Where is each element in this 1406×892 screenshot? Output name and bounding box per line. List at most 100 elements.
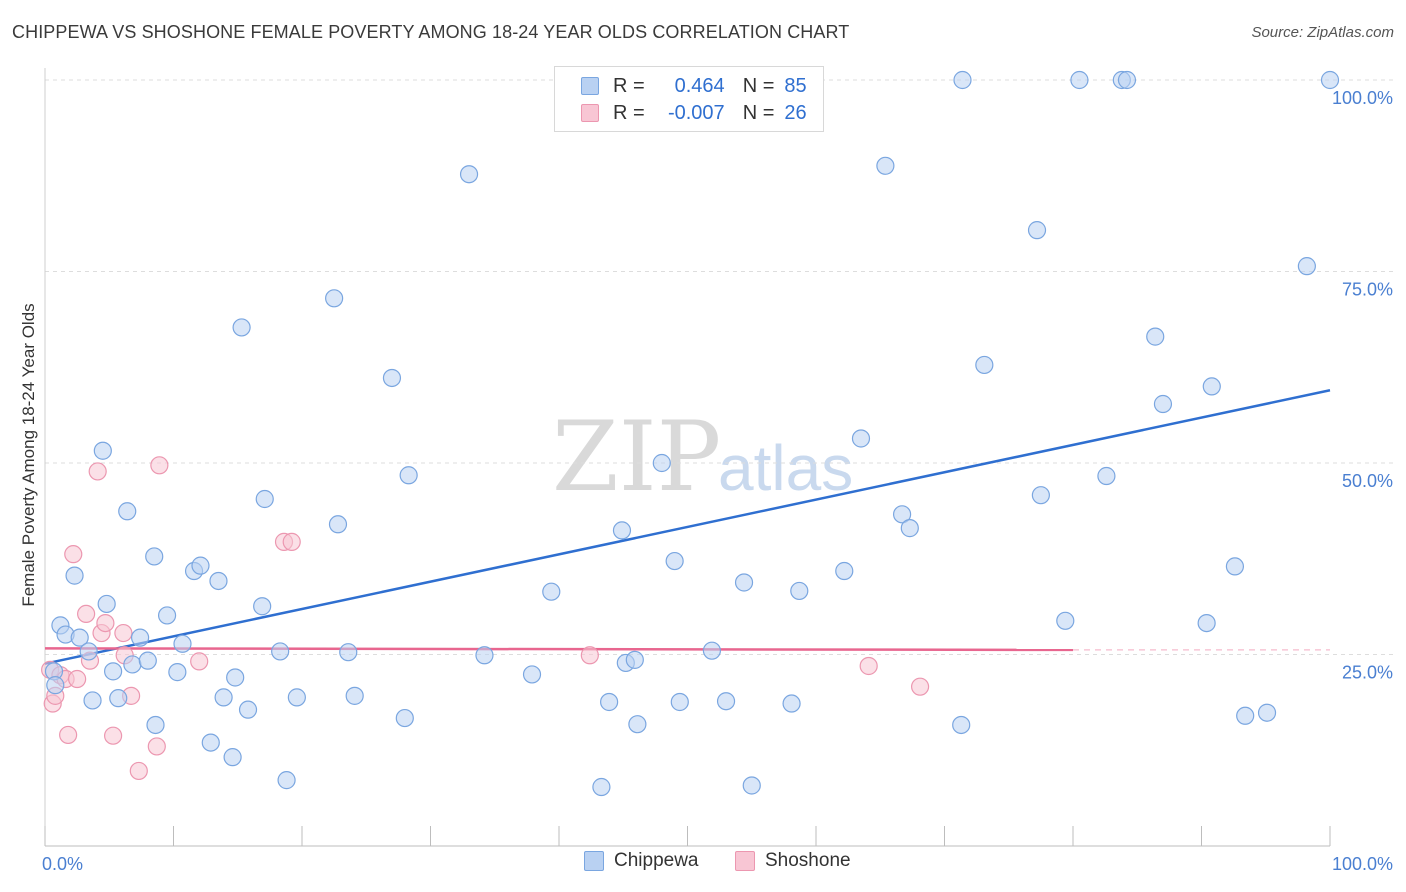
chippewa-point (702, 641, 722, 660)
y-tick-label: 100.0% (1332, 88, 1393, 108)
chippewa-point (670, 692, 689, 712)
legend-n-label: N = (742, 101, 775, 124)
shoshone-point (88, 462, 107, 481)
shoshone-legend-swatch (735, 851, 755, 871)
chippewa-point (328, 515, 348, 534)
y-tick-labels: 25.0% 50.0% 75.0% 100.0% (1332, 88, 1393, 683)
legend-shoshone-n: 26 (784, 101, 807, 124)
chippewa-point (146, 715, 165, 735)
chippewa-point (1153, 394, 1173, 414)
watermark-atlas: atlas (718, 432, 853, 504)
legend-chippewa-n: 85 (784, 74, 807, 97)
chippewa-point (395, 708, 414, 728)
trend-lines (44, 389, 1331, 665)
chippewa-point (109, 689, 128, 708)
gridlines (45, 79, 1395, 655)
shoshone-point (77, 604, 96, 624)
legend-r-label: R = (613, 74, 645, 97)
chippewa-point (123, 655, 142, 674)
chippewa-point (1197, 613, 1216, 633)
legend-shoshone-r: -0.007 (667, 101, 725, 124)
chippewa-point (138, 651, 157, 670)
series-legend: Chippewa Shoshone (0, 850, 1406, 878)
chippewa-point (835, 561, 854, 581)
chippewa-point (522, 665, 542, 684)
shoshone-point (96, 613, 115, 633)
chippewa-point (201, 733, 220, 752)
chippewa-point (382, 368, 402, 388)
chippewa-point (70, 628, 89, 647)
chippewa-point (255, 489, 274, 509)
chippewa-point (1202, 377, 1221, 396)
shoshone-point (68, 669, 87, 689)
x-tick-label: 0.0% (42, 854, 83, 874)
chippewa-point (975, 355, 994, 375)
shoshone-legend-label: Shoshone (765, 850, 851, 871)
chippewa-point (93, 441, 112, 460)
chippewa-point (742, 776, 761, 795)
y-tick-label: 25.0% (1342, 663, 1393, 683)
shoshone-point (64, 545, 83, 564)
chippewa-point (716, 692, 736, 711)
chippewa-point (612, 521, 632, 540)
series-legend-chippewa: Chippewa (584, 850, 699, 872)
shoshone-point (59, 725, 78, 745)
chippewa-point (253, 597, 272, 616)
chippewa-point (46, 676, 65, 695)
series-legend-shoshone: Shoshone (735, 850, 851, 872)
shoshone-point (147, 737, 166, 756)
chippewa-point (65, 566, 84, 585)
chippewa-point (790, 581, 809, 601)
chippewa-point (592, 777, 611, 797)
legend: R = 0.464 N = 85 R = -0.007 N = 26 (554, 66, 824, 132)
chippewa-point (238, 700, 258, 719)
shoshone-point (104, 726, 123, 745)
y-axis-label: Female Poverty Among 18-24 Year Olds (19, 303, 38, 606)
chippewa-point (1027, 221, 1047, 240)
chippewa-point (665, 551, 684, 571)
data-points (41, 70, 1340, 797)
shoshone-point (190, 652, 209, 671)
chippewa-point (876, 156, 895, 175)
chippewa-point (399, 466, 418, 485)
shoshone-trend-line (44, 647, 1074, 652)
chippewa-point (173, 634, 192, 653)
chippewa-point (97, 594, 116, 614)
chippewa-point (214, 688, 233, 707)
watermark: ZIP atlas (552, 401, 853, 513)
shoshone-point (150, 456, 169, 475)
chippewa-legend-label: Chippewa (614, 850, 699, 871)
chippewa-point (782, 694, 801, 713)
shoshone-point (580, 646, 599, 665)
watermark-zip: ZIP (552, 401, 721, 513)
chippewa-point (1257, 703, 1277, 722)
chippewa-point (1031, 486, 1050, 505)
chippewa-point (157, 606, 177, 625)
chippewa-point (600, 692, 619, 712)
chippewa-point (1320, 70, 1340, 90)
chippewa-point (145, 547, 164, 566)
chippewa-point (475, 646, 494, 665)
chippewa-point (892, 505, 912, 524)
chippewa-point (851, 429, 871, 448)
shoshone-swatch (581, 104, 599, 122)
shoshone-point (859, 656, 878, 676)
chart-title: CHIPPEWA VS SHOSHONE FEMALE POVERTY AMON… (12, 22, 850, 42)
chippewa-point (79, 642, 98, 661)
legend-n-label: N = (742, 74, 775, 97)
chippewa-point (345, 686, 364, 705)
chippewa-trend-line (44, 389, 1331, 665)
chippewa-point (652, 453, 671, 473)
chippewa-point (628, 715, 647, 734)
chippewa-point (168, 663, 187, 682)
shoshone-point (282, 532, 301, 551)
chippewa-point (900, 519, 919, 538)
chippewa-point (459, 165, 479, 184)
chippewa-point (277, 771, 296, 790)
legend-row-chippewa: R = 0.464 N = 85 (581, 74, 807, 98)
chippewa-point (339, 643, 358, 662)
chippewa-point (226, 668, 245, 687)
chippewa-point (1097, 466, 1116, 486)
chippewa-point (287, 688, 306, 707)
chippewa-legend-swatch (584, 851, 604, 871)
